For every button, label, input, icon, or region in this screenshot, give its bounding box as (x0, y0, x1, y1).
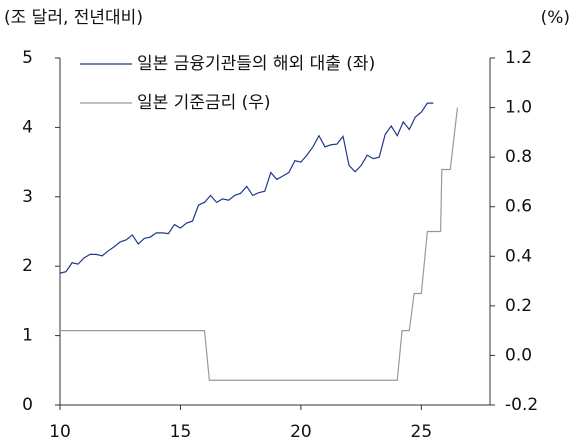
y-tick-label: 0 (22, 395, 33, 415)
y2-tick-label: 0.8 (505, 147, 532, 167)
series-line (59, 102, 434, 274)
y2-tick-label: 0.2 (505, 296, 532, 316)
y-axis-label: (조 달러, 전년대비) (4, 8, 143, 28)
x-tick-label: 10 (49, 422, 71, 442)
x-tick-label: 20 (290, 422, 312, 442)
series-line (60, 107, 459, 381)
y2-tick-label: 1.2 (505, 48, 532, 68)
y2-tick-label: 1.0 (505, 98, 532, 118)
y2-tick-label: 0.4 (505, 246, 532, 266)
y-tick-label: 3 (22, 187, 33, 207)
legend-label: 일본 금융기관들의 해외 대출 (좌) (137, 54, 375, 74)
x-tick-label: 25 (411, 422, 433, 442)
x-tick-label: 15 (170, 422, 192, 442)
y2-tick-label: 0.6 (505, 197, 532, 217)
y2-axis-label: (%) (541, 8, 570, 28)
y2-tick-label: -0.2 (505, 395, 538, 415)
y-tick-label: 4 (22, 117, 33, 137)
y-tick-label: 2 (22, 256, 33, 276)
legend-label: 일본 기준금리 (우) (137, 93, 271, 113)
y-tick-label: 1 (22, 326, 33, 346)
y-tick-label: 5 (22, 48, 33, 68)
y2-tick-label: 0.0 (505, 345, 532, 365)
